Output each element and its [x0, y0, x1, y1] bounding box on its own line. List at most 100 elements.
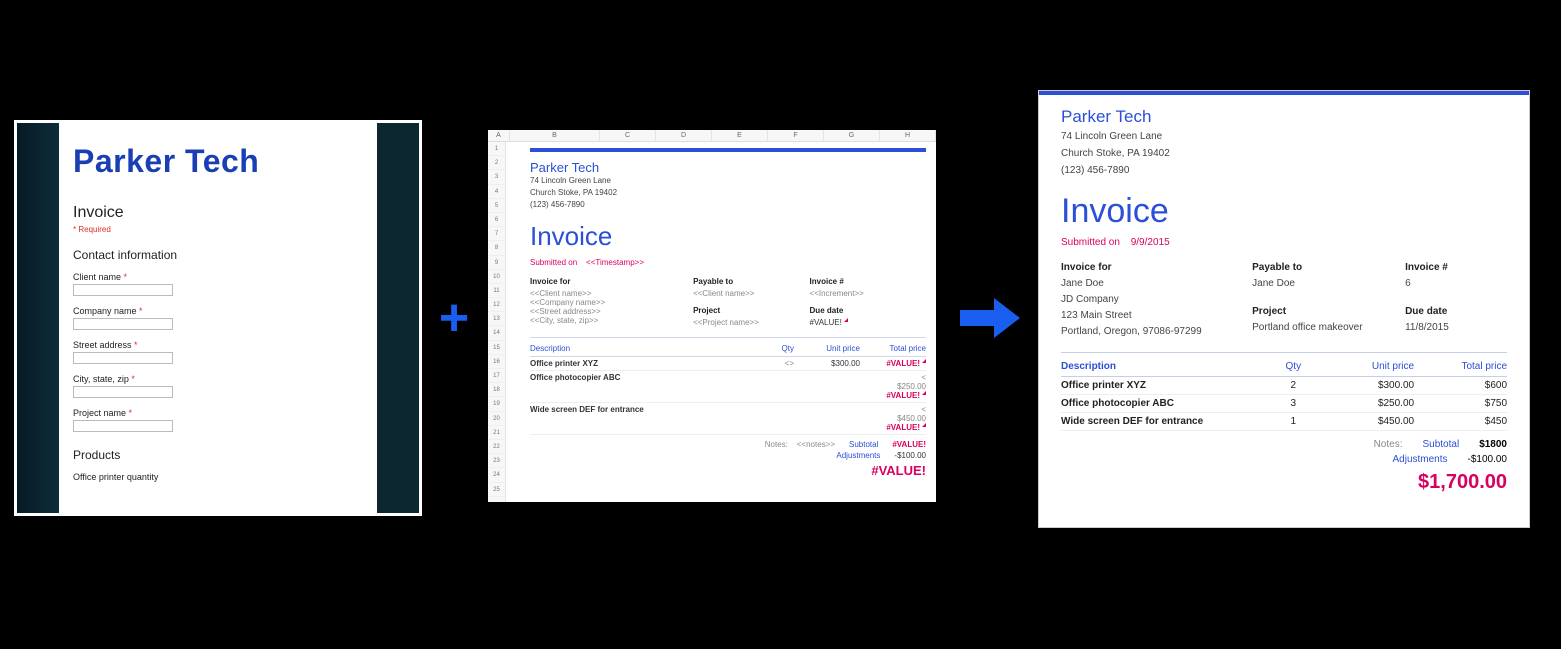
form-section-contact: Contact information: [73, 248, 363, 262]
output-table: Description Qty Unit price Total price O…: [1061, 361, 1507, 431]
row-number: 8: [488, 241, 505, 255]
table-row: Office photocopier ABC<$250.00#VALUE!: [530, 371, 926, 403]
row-number: 6: [488, 213, 505, 227]
placeholder-line: <<City, state, zip>>: [530, 316, 693, 325]
notes-label: Notes: <<notes>>: [765, 440, 835, 449]
col-qty: Qty: [1265, 361, 1321, 372]
cell-total: #VALUE!: [768, 391, 926, 400]
cell-qty: <$450.00#VALUE!: [768, 405, 926, 432]
cell-unit: $300.00: [1321, 380, 1414, 391]
val-invoice-num: 6: [1405, 276, 1507, 292]
cell-total: #VALUE!: [860, 359, 926, 368]
row-number: 3: [488, 170, 505, 184]
table-row: Office printer XYZ<>$300.00#VALUE!: [530, 357, 926, 371]
hd-project: Project: [693, 306, 809, 315]
cell-qty: 2: [1265, 380, 1321, 391]
col-desc: Description: [1061, 361, 1265, 372]
row-number: 22: [488, 440, 505, 454]
col-letter: G: [824, 130, 880, 141]
hd-invoice-for: Invoice for: [1061, 262, 1252, 273]
val-project: Portland office makeover: [1252, 320, 1405, 336]
cell-desc: Office printer XYZ: [530, 359, 688, 368]
hd-invoice-num: Invoice #: [1405, 262, 1507, 273]
adjust-label: Adjustments: [836, 451, 880, 460]
form-field-input[interactable]: [73, 284, 173, 296]
spreadsheet-row-gutter: 1234567891011121314151617181920212223242…: [488, 142, 506, 502]
row-number: 20: [488, 412, 505, 426]
hd-payable: Payable to: [1252, 262, 1405, 273]
row-number: 21: [488, 426, 505, 440]
val-due: 11/8/2015: [1405, 320, 1507, 336]
output-totals: Notes: Subtotal $1800 Adjustments -$100.…: [1061, 437, 1507, 494]
subtotal-label: Subtotal: [849, 440, 878, 449]
form-field: Company name *: [73, 306, 363, 330]
row-number: 18: [488, 383, 505, 397]
row-number: 12: [488, 298, 505, 312]
diagram-stage: Parker Tech Invoice * Required Contact i…: [0, 0, 1561, 649]
cell-unit: $300.00: [794, 359, 860, 368]
info-line: JD Company: [1061, 292, 1252, 308]
grand-total: $1,700.00: [1061, 471, 1507, 494]
table-row: Office photocopier ABC3$250.00$750: [1061, 395, 1507, 413]
row-number: 17: [488, 369, 505, 383]
form-field-input[interactable]: [73, 318, 173, 330]
cell-unit: $250.00: [1321, 398, 1414, 409]
val-payable: Jane Doe: [1252, 276, 1405, 292]
subtotal-value: #VALUE!: [892, 440, 926, 449]
col-letter: F: [768, 130, 824, 141]
subtotal-value: $1800: [1479, 439, 1507, 450]
spreadsheet-col-header: ABCDEFGH: [488, 130, 936, 142]
plus-icon: +: [432, 296, 476, 340]
submitted-value: <<Timestamp>>: [586, 258, 644, 267]
row-number: 1: [488, 142, 505, 156]
subtotal-label: Subtotal: [1422, 439, 1459, 450]
form-panel: Parker Tech Invoice * Required Contact i…: [14, 120, 422, 516]
spreadsheet-company: Parker Tech: [530, 160, 926, 175]
form-field-label: Street address *: [73, 340, 363, 350]
form-field-label: Company name *: [73, 306, 363, 316]
col-unit: Unit price: [794, 344, 860, 353]
placeholder-line: <<Company name>>: [530, 298, 693, 307]
spreadsheet-divider: [530, 337, 926, 338]
output-panel: Parker Tech 74 Lincoln Green Lane Church…: [1038, 90, 1530, 528]
table-row: Wide screen DEF for entrance<$450.00#VAL…: [530, 403, 926, 435]
submitted-value: 9/9/2015: [1131, 237, 1170, 248]
cell-qty: 3: [1265, 398, 1321, 409]
cell-unit: $450.00: [1321, 416, 1414, 427]
form-required-note: * Required: [73, 225, 363, 234]
form-dark-right: [377, 123, 419, 513]
spreadsheet-phone: (123) 456-7890: [530, 199, 926, 211]
col-letter: H: [880, 130, 936, 141]
cell-qty: 1: [1265, 416, 1321, 427]
col-qty: Qty: [688, 344, 794, 353]
form-field-input[interactable]: [73, 386, 173, 398]
col-letter: A: [488, 130, 510, 141]
form-field-input[interactable]: [73, 420, 173, 432]
output-divider: [1061, 352, 1507, 353]
form-field-label: City, state, zip *: [73, 374, 363, 384]
row-number: 23: [488, 454, 505, 468]
adjust-value: -$100.00: [894, 451, 926, 460]
val-due: #VALUE!: [810, 318, 926, 327]
col-letter: B: [510, 130, 600, 141]
hd-due: Due date: [810, 306, 926, 315]
form-field: City, state, zip *: [73, 374, 363, 398]
spreadsheet-info-row: Invoice for <<Client name>><<Company nam…: [530, 277, 926, 327]
val-project: <<Project name>>: [693, 318, 809, 327]
output-company: Parker Tech: [1061, 107, 1507, 127]
cell-desc: Wide screen DEF for entrance: [1061, 416, 1265, 427]
table-row: Office printer XYZ2$300.00$600: [1061, 377, 1507, 395]
row-number: 16: [488, 355, 505, 369]
spreadsheet-totals: Notes: <<notes>> Subtotal #VALUE! Adjust…: [530, 439, 926, 478]
output-info-row: Invoice for Jane DoeJD Company123 Main S…: [1061, 262, 1507, 340]
hd-invoice-num: Invoice #: [810, 277, 926, 286]
table-row: Wide screen DEF for entrance1$450.00$450: [1061, 413, 1507, 431]
info-line: 123 Main Street: [1061, 308, 1252, 324]
col-letter: D: [656, 130, 712, 141]
form-field: Client name *: [73, 272, 363, 296]
cell-total: $450: [1414, 416, 1507, 427]
info-line: Portland, Oregon, 97086-97299: [1061, 324, 1252, 340]
col-letter: E: [712, 130, 768, 141]
spreadsheet-addr1: 74 Lincoln Green Lane: [530, 175, 926, 187]
form-field-input[interactable]: [73, 352, 173, 364]
